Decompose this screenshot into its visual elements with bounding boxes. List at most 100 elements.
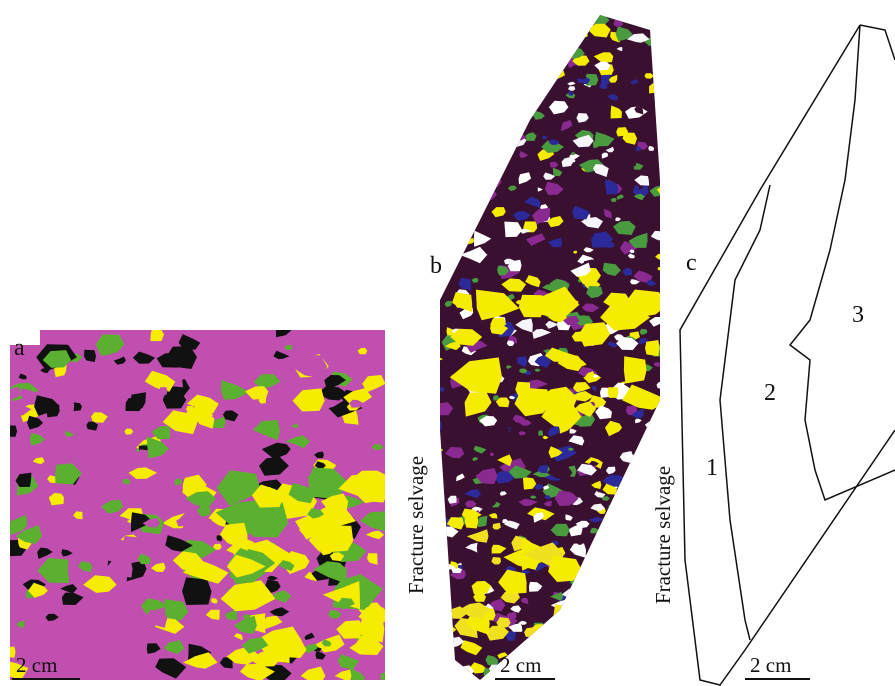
mineral-patch xyxy=(422,218,435,225)
mineral-patch xyxy=(593,561,603,567)
mineral-patch xyxy=(638,534,651,542)
mineral-patch xyxy=(456,149,470,161)
mineral-patch xyxy=(638,18,646,22)
mineral-patch xyxy=(571,662,576,666)
mineral-patch xyxy=(524,66,533,71)
mineral-patch xyxy=(601,618,615,629)
mineral-patch xyxy=(430,634,440,641)
scale-bar-label: 2 cm xyxy=(750,653,791,677)
mineral-patch xyxy=(491,11,496,16)
mineral-patch xyxy=(635,636,641,640)
zone-label: 2 xyxy=(764,380,776,406)
mineral-patch xyxy=(590,555,609,567)
mineral-patch xyxy=(453,92,460,97)
mineral-patch xyxy=(626,568,640,581)
mineral-patch xyxy=(655,448,663,453)
mineral-patch xyxy=(433,555,444,563)
mineral-patch xyxy=(527,14,537,20)
panel-label: b xyxy=(430,253,442,279)
mineral-patch xyxy=(488,66,494,70)
mineral-patch xyxy=(428,670,450,686)
mineral-patch xyxy=(637,575,642,580)
mineral-patch xyxy=(428,62,446,74)
mineral-patch xyxy=(0,425,17,437)
mineral-patch xyxy=(660,435,665,439)
mineral-patch xyxy=(451,107,471,117)
scale-bar-label: 2 cm xyxy=(500,653,541,677)
mineral-patch xyxy=(451,32,455,37)
mineral-patch xyxy=(618,681,629,686)
mineral-patch xyxy=(455,154,468,164)
mineral-patch xyxy=(512,681,519,686)
mineral-patch xyxy=(430,471,435,475)
mineral-patch xyxy=(488,116,495,120)
mineral-patch xyxy=(441,146,453,157)
mineral-patch xyxy=(443,150,468,162)
mineral-patch xyxy=(483,144,495,152)
mineral-patch xyxy=(438,651,446,658)
mineral-patch xyxy=(482,41,491,46)
mineral-patch xyxy=(432,547,447,562)
mineral-patch xyxy=(619,651,639,660)
mineral-patch xyxy=(433,134,444,142)
mineral-patch xyxy=(460,185,470,192)
mineral-patch xyxy=(427,133,437,144)
mineral-patch xyxy=(653,83,669,94)
mineral-patch xyxy=(581,637,590,644)
mineral-patch xyxy=(625,659,635,670)
mineral-patch xyxy=(380,673,391,682)
mineral-patch xyxy=(457,100,470,110)
mineral-patch xyxy=(538,431,543,436)
mineral-patch xyxy=(579,645,591,654)
mineral-patch xyxy=(594,534,610,548)
mineral-patch xyxy=(506,71,518,78)
mineral-patch xyxy=(576,679,582,683)
mineral-patch xyxy=(560,677,568,682)
mineral-patch xyxy=(462,88,470,95)
mineral-patch xyxy=(580,33,588,37)
mineral-patch xyxy=(461,676,472,682)
mineral-patch xyxy=(476,51,492,60)
mineral-patch xyxy=(618,627,625,635)
mineral-patch xyxy=(612,546,637,559)
mineral-patch xyxy=(542,9,549,13)
mineral-patch xyxy=(438,538,447,548)
mineral-patch xyxy=(422,121,443,131)
mineral-patch xyxy=(453,225,472,236)
mineral-patch xyxy=(428,422,442,432)
mineral-patch xyxy=(581,671,590,679)
mineral-patch xyxy=(666,679,670,683)
mineral-patch xyxy=(566,630,583,644)
mineral-patch xyxy=(448,206,464,217)
mineral-patch xyxy=(465,456,475,469)
mineral-patch xyxy=(428,156,442,167)
mineral-patch xyxy=(479,127,495,136)
mineral-patch xyxy=(453,61,472,76)
mineral-patch xyxy=(500,127,515,140)
mineral-patch xyxy=(567,606,580,615)
mineral-patch xyxy=(558,666,572,678)
mineral-patch xyxy=(666,227,670,230)
mineral-patch xyxy=(529,57,542,64)
mineral-patch xyxy=(612,588,628,603)
mineral-patch xyxy=(447,211,472,225)
mineral-patch xyxy=(472,138,486,147)
mineral-patch xyxy=(635,463,645,468)
mineral-patch xyxy=(525,19,535,25)
mineral-patch xyxy=(606,519,615,525)
mineral-patch xyxy=(537,6,549,16)
scale-bar-label: 2 cm xyxy=(16,653,57,677)
mineral-patch xyxy=(662,75,673,83)
mineral-patch xyxy=(448,121,461,131)
mineral-patch xyxy=(526,52,543,68)
mineral-patch xyxy=(614,578,631,590)
mineral-patch xyxy=(434,599,443,604)
mineral-patch xyxy=(449,151,475,167)
mineral-patch xyxy=(552,73,556,76)
mineral-patch xyxy=(426,446,443,454)
mineral-patch xyxy=(624,356,647,383)
mineral-patch xyxy=(426,6,443,17)
mineral-patch xyxy=(560,672,566,677)
mineral-patch xyxy=(576,591,597,605)
mineral-patch xyxy=(638,581,648,589)
